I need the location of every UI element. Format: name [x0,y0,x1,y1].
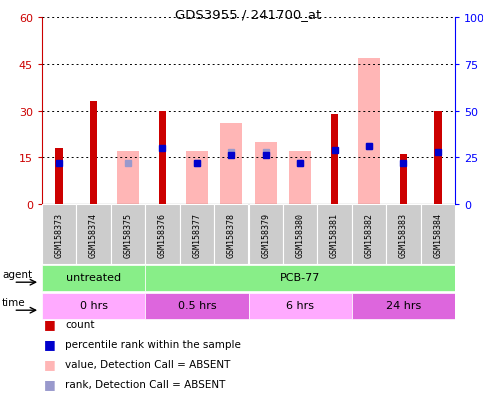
Bar [317,204,352,264]
Bar [386,204,421,264]
Bar [399,155,407,204]
Text: percentile rank within the sample: percentile rank within the sample [65,339,241,349]
Bar [76,204,111,264]
Bar [358,58,380,204]
Text: GSM158382: GSM158382 [365,212,373,257]
Text: 24 hrs: 24 hrs [386,301,421,311]
Bar [42,266,145,291]
Text: GSM158380: GSM158380 [296,212,305,257]
Text: untreated: untreated [66,273,121,283]
Bar [255,142,277,204]
Text: value, Detection Call = ABSENT: value, Detection Call = ABSENT [65,359,230,369]
Bar [42,204,76,264]
Text: GSM158379: GSM158379 [261,212,270,257]
Text: ■: ■ [43,338,55,351]
Bar [352,204,386,264]
Text: rank, Detection Call = ABSENT: rank, Detection Call = ABSENT [65,379,226,389]
Text: ■: ■ [43,318,55,331]
Bar [289,152,312,204]
Text: PCB-77: PCB-77 [280,273,320,283]
Text: GSM158381: GSM158381 [330,212,339,257]
Text: time: time [2,297,26,307]
Text: 0 hrs: 0 hrs [80,301,108,311]
Bar [42,294,145,319]
Bar [283,204,317,264]
Bar [185,152,208,204]
Bar [421,204,455,264]
Bar [145,204,180,264]
Bar [159,111,166,204]
Bar [248,204,283,264]
Bar [352,294,455,319]
Text: GSM158375: GSM158375 [124,212,132,257]
Bar [180,204,214,264]
Text: GSM158377: GSM158377 [192,212,201,257]
Bar [248,294,352,319]
Text: 6 hrs: 6 hrs [286,301,314,311]
Bar [111,204,145,264]
Bar [220,123,242,204]
Bar [117,152,139,204]
Text: agent: agent [2,269,32,279]
Text: GSM158373: GSM158373 [55,212,64,257]
Bar [56,149,63,204]
Bar [90,102,98,204]
Text: GSM158378: GSM158378 [227,212,236,257]
Text: 0.5 hrs: 0.5 hrs [178,301,216,311]
Bar [214,204,248,264]
Text: ■: ■ [43,377,55,391]
Text: GSM158383: GSM158383 [399,212,408,257]
Bar [434,111,441,204]
Bar [331,114,338,204]
Text: GDS3955 / 241700_at: GDS3955 / 241700_at [175,8,322,21]
Text: GSM158376: GSM158376 [158,212,167,257]
Text: count: count [65,319,95,329]
Text: GSM158384: GSM158384 [433,212,442,257]
Text: GSM158374: GSM158374 [89,212,98,257]
Bar [145,266,455,291]
Text: ■: ■ [43,358,55,370]
Bar [145,294,248,319]
